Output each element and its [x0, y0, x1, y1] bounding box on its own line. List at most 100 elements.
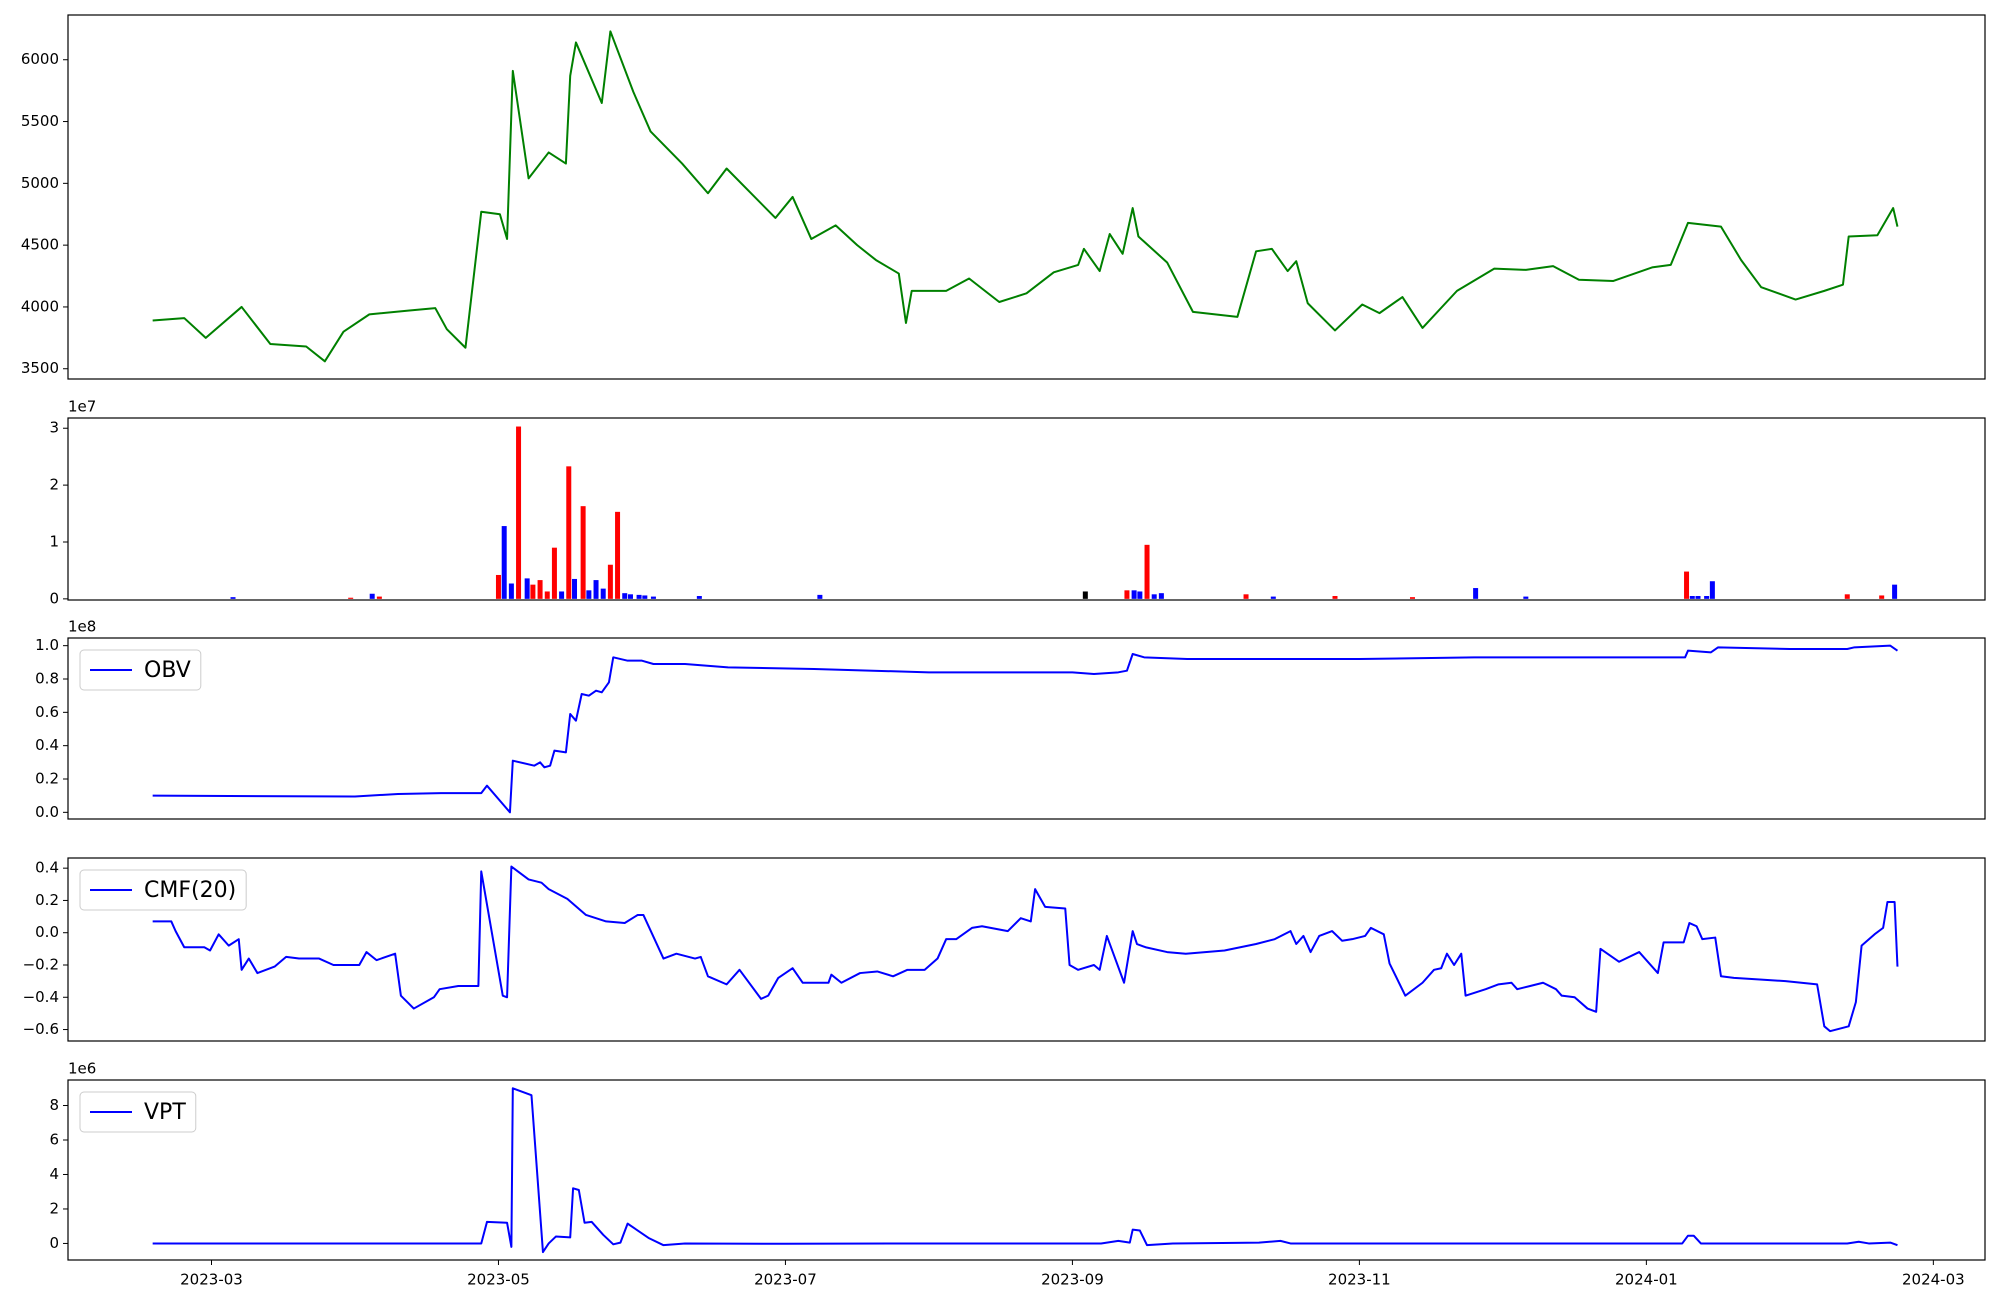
- y-tick-label: 0.4: [35, 859, 59, 877]
- y-tick-label: 6000: [21, 50, 59, 68]
- y-tick-label: 4000: [21, 297, 59, 315]
- volume-bar: [376, 596, 382, 599]
- axes-frame: [67, 637, 1986, 820]
- y-tick-label: 5000: [21, 174, 59, 192]
- y-tick-label: 0.6: [35, 703, 59, 721]
- offset-label: 1e8: [68, 618, 96, 636]
- legend-label: CMF(20): [144, 878, 236, 903]
- volume-bar: [495, 574, 501, 599]
- volume-bar: [1243, 594, 1249, 599]
- volume-bar: [1709, 581, 1715, 599]
- volume-bar: [615, 511, 621, 599]
- x-tick-label: 2024-03: [1902, 1271, 1965, 1289]
- volume-bar: [501, 526, 507, 599]
- legend-label: OBV: [144, 658, 191, 683]
- volume-bar: [1151, 594, 1157, 599]
- volume-bar: [1124, 590, 1130, 599]
- offset-label: 1e6: [68, 1060, 96, 1078]
- y-tick-label: 2: [49, 1199, 59, 1217]
- volume-bar: [1131, 590, 1137, 599]
- y-tick-label: 0.0: [35, 923, 59, 941]
- volume-bar: [1704, 596, 1710, 599]
- y-tick-label: 1: [49, 532, 59, 550]
- volume-bar: [1473, 588, 1479, 599]
- y-tick-label: 6: [49, 1131, 59, 1149]
- y-tick-label: 0: [49, 589, 59, 607]
- volume-bar: [607, 564, 613, 599]
- y-tick-label: 0.8: [35, 670, 59, 688]
- volume-bar: [1082, 591, 1088, 599]
- volume-bar: [580, 506, 586, 599]
- volume-bar: [1523, 596, 1529, 599]
- volume-bar: [1689, 596, 1695, 599]
- y-tick-label: 0: [49, 1234, 59, 1252]
- y-tick-label: 4500: [21, 236, 59, 254]
- volume-bar: [1332, 596, 1338, 599]
- y-tick-label: 3500: [21, 359, 59, 377]
- volume-bar: [696, 596, 702, 599]
- offset-label: 1e7: [68, 398, 96, 416]
- volume-bar: [1144, 544, 1150, 599]
- y-tick-label: 0.0: [35, 803, 59, 821]
- volume-bar: [600, 588, 606, 599]
- volume-bar: [650, 596, 656, 599]
- volume-bar: [551, 547, 557, 599]
- legend-box: [79, 1091, 197, 1133]
- axes-frame: [67, 417, 1986, 601]
- x-tick-label: 2023-03: [180, 1271, 243, 1289]
- legend-box: [79, 869, 247, 911]
- x-tick-label: 2024-01: [1615, 1271, 1678, 1289]
- volume-bar: [516, 426, 522, 599]
- volume-bar: [1409, 597, 1415, 599]
- y-tick-label: 2: [49, 476, 59, 494]
- y-tick-label: 0.2: [35, 770, 59, 788]
- volume-bar: [508, 583, 514, 599]
- volume-bar: [537, 580, 543, 599]
- line-series: [152, 1087, 1898, 1254]
- x-tick-label: 2023-11: [1328, 1271, 1391, 1289]
- volume-bar: [1270, 596, 1276, 599]
- volume-bar: [636, 594, 642, 599]
- volume-bar: [1892, 584, 1898, 599]
- y-tick-label: −0.2: [23, 955, 59, 973]
- line-series: [152, 30, 1899, 363]
- y-tick-label: 4: [49, 1165, 59, 1183]
- volume-bar: [348, 597, 354, 599]
- y-tick-label: 5500: [21, 112, 59, 130]
- volume-bar: [1684, 571, 1690, 599]
- volume-bar: [544, 591, 550, 599]
- volume-bar: [622, 593, 628, 599]
- volume-bar: [1137, 591, 1143, 599]
- axes-frame: [67, 14, 1986, 380]
- volume-bar: [593, 580, 599, 599]
- volume-bar: [817, 594, 823, 599]
- y-tick-label: 3: [49, 419, 59, 437]
- volume-bar: [1879, 595, 1885, 599]
- line-series: [152, 644, 1899, 814]
- volume-bar: [524, 578, 530, 599]
- volume-bar: [1844, 594, 1850, 599]
- legend-box: [79, 649, 202, 691]
- volume-bar: [230, 597, 236, 599]
- y-tick-label: −0.4: [23, 988, 59, 1006]
- volume-bar: [642, 595, 648, 599]
- volume-bar: [369, 593, 375, 599]
- volume-bar: [1158, 593, 1164, 599]
- y-tick-label: 8: [49, 1096, 59, 1114]
- volume-bar: [1695, 596, 1701, 599]
- x-tick-label: 2023-07: [754, 1271, 817, 1289]
- volume-bar: [586, 590, 592, 599]
- y-tick-label: −0.6: [23, 1020, 59, 1038]
- axes-frame: [67, 857, 1986, 1042]
- x-tick-label: 2023-09: [1041, 1271, 1104, 1289]
- x-tick-label: 2023-05: [467, 1271, 530, 1289]
- volume-bar: [572, 578, 578, 599]
- volume-bar: [559, 591, 565, 599]
- y-tick-label: 0.2: [35, 891, 59, 909]
- line-series: [152, 865, 1899, 1033]
- volume-bar: [566, 466, 572, 599]
- volume-bar: [627, 594, 633, 599]
- legend-label: VPT: [144, 1100, 186, 1125]
